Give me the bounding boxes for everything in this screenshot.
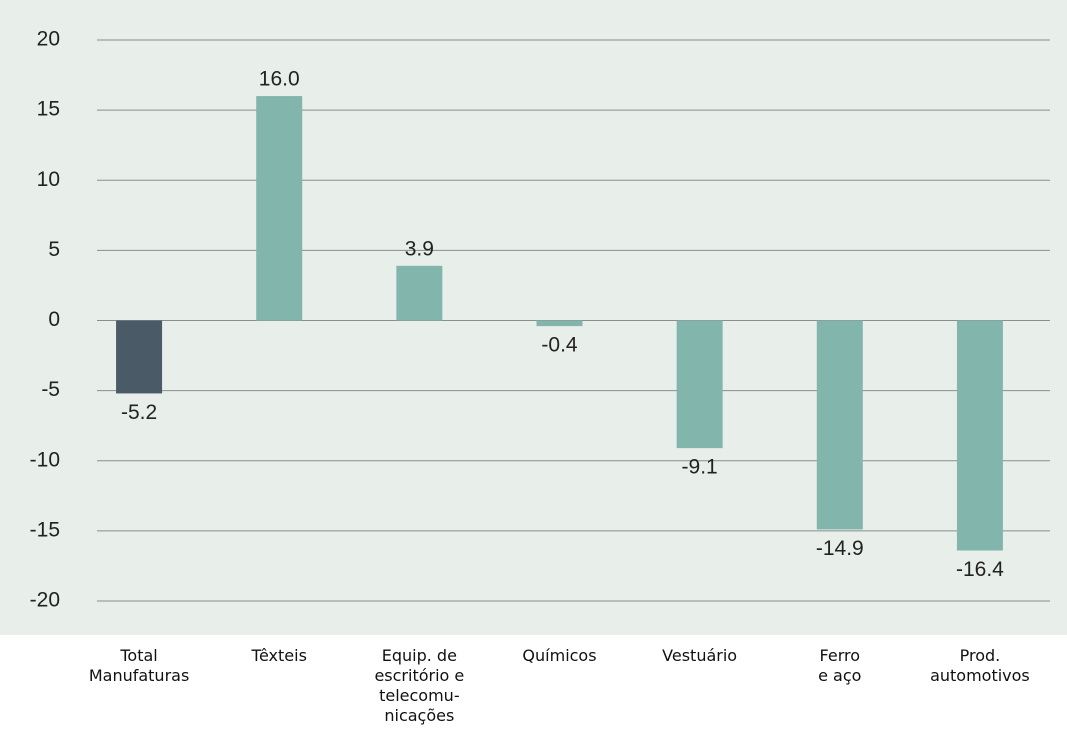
data-label: 3.9 bbox=[405, 237, 434, 260]
y-tick-label: 20 bbox=[37, 28, 60, 51]
y-tick-label: 10 bbox=[37, 168, 60, 191]
bar bbox=[956, 320, 1003, 551]
y-tick-label: -15 bbox=[30, 518, 60, 541]
bar bbox=[396, 265, 443, 321]
plot-background bbox=[0, 0, 1067, 635]
bar bbox=[816, 320, 863, 530]
x-tick-label: Químicos bbox=[522, 646, 597, 665]
x-tick-label: Equip. de escritório e telecomu- nicaçõe… bbox=[374, 646, 465, 725]
x-tick-label: Ferro e aço bbox=[818, 646, 862, 685]
y-tick-label: 0 bbox=[48, 308, 60, 331]
data-label: -0.4 bbox=[541, 334, 578, 357]
data-label: -5.2 bbox=[121, 401, 157, 424]
bar bbox=[676, 320, 723, 449]
bar bbox=[116, 320, 163, 394]
x-tick-label: Total Manufaturas bbox=[88, 646, 190, 685]
y-tick-label: 5 bbox=[48, 238, 60, 261]
y-tick-label: -10 bbox=[30, 448, 60, 471]
x-tick-label: Têxteis bbox=[251, 646, 307, 665]
data-label: -16.4 bbox=[956, 558, 1004, 581]
y-tick-label: -5 bbox=[41, 378, 60, 401]
x-tick-label: Vestuário bbox=[662, 646, 738, 665]
y-tick-label: 15 bbox=[37, 98, 60, 121]
data-label: -14.9 bbox=[816, 537, 864, 560]
y-tick-label: -20 bbox=[30, 589, 60, 612]
x-tick-label: Prod. automotivos bbox=[930, 646, 1030, 685]
data-label: -9.1 bbox=[682, 456, 718, 479]
data-label: 16.0 bbox=[259, 68, 300, 91]
bar bbox=[536, 320, 583, 327]
bar bbox=[256, 96, 303, 321]
